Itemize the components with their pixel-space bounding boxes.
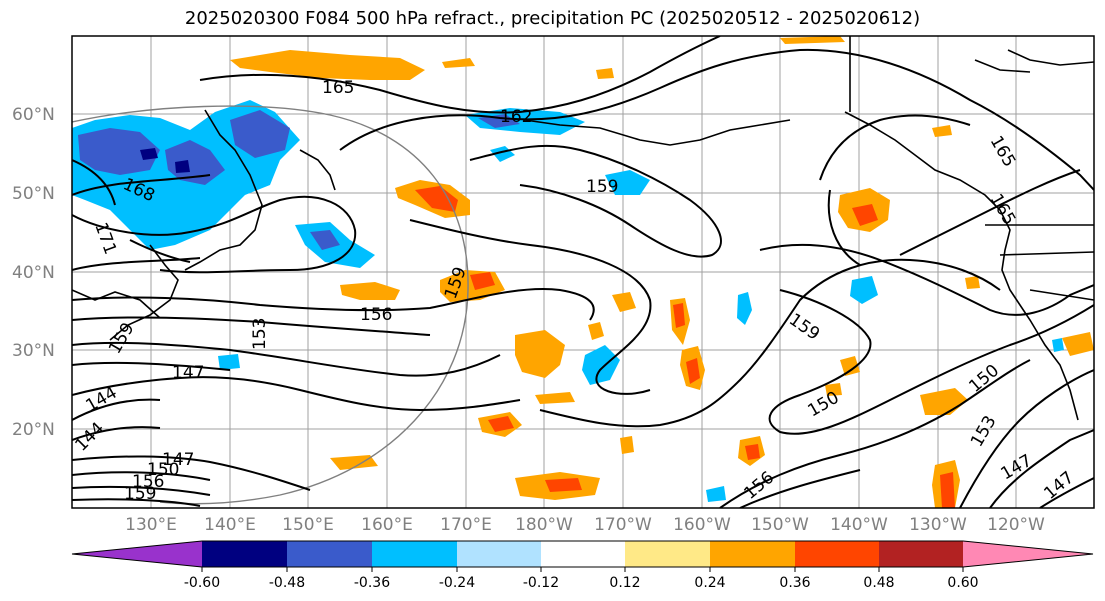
colorbar-segment bbox=[72, 541, 202, 567]
positive-precip-areas bbox=[230, 36, 1094, 508]
map-title: 2025020300 F084 500 hPa refract., precip… bbox=[184, 8, 921, 29]
coastlines bbox=[72, 36, 1094, 421]
lon-label: 160°E bbox=[361, 515, 413, 535]
contour-label: 159 bbox=[124, 484, 156, 504]
contour-label: 147 bbox=[172, 363, 204, 383]
contour-label: 162 bbox=[500, 107, 532, 127]
colorbar-segment bbox=[710, 541, 795, 567]
lon-label: 140°W bbox=[830, 515, 888, 535]
lon-label: 180°W bbox=[515, 515, 573, 535]
contour-label: 150 bbox=[147, 460, 179, 480]
lon-label: 170°W bbox=[594, 515, 652, 535]
colorbar-segment bbox=[963, 541, 1093, 567]
lat-label: 20°N bbox=[12, 420, 55, 440]
colorbar-segment bbox=[625, 541, 710, 567]
negative-precip-areas bbox=[72, 100, 1064, 502]
colorbar-tick-label: -0.48 bbox=[269, 575, 305, 591]
longitude-axis: 130°E 140°E 150°E 160°E 170°E 180°W 170°… bbox=[125, 515, 1045, 535]
lon-label: 150°W bbox=[751, 515, 809, 535]
colorbar-tick-label: 0.48 bbox=[863, 575, 894, 591]
contour-label: 147 bbox=[162, 450, 194, 470]
colorbar-segment bbox=[879, 541, 963, 567]
colorbar-tick-label: -0.60 bbox=[184, 575, 220, 591]
latitude-axis: 60°N 50°N 40°N 30°N 20°N bbox=[12, 105, 55, 440]
lon-label: 170°E bbox=[440, 515, 492, 535]
colorbar-tick-label: 0.60 bbox=[947, 575, 978, 591]
lat-label: 30°N bbox=[12, 341, 55, 361]
colorbar-segment bbox=[541, 541, 625, 567]
range-circle bbox=[72, 105, 469, 505]
colorbar-tick-label: 0.36 bbox=[779, 575, 810, 591]
colorbar-tick-label: -0.12 bbox=[523, 575, 559, 591]
contour-label: 165 bbox=[322, 78, 354, 98]
lon-label: 120°W bbox=[987, 515, 1045, 535]
lat-label: 60°N bbox=[12, 105, 55, 125]
colorbar-segment bbox=[457, 541, 541, 567]
lon-label: 160°W bbox=[673, 515, 731, 535]
contour-label: 159 bbox=[586, 177, 618, 197]
colorbar-tick-label: -0.36 bbox=[354, 575, 390, 591]
colorbar: -0.60 -0.48 -0.36 -0.24 -0.12 0.12 0.24 … bbox=[71, 540, 1094, 591]
contour-lines bbox=[72, 36, 1094, 508]
lat-label: 40°N bbox=[12, 263, 55, 283]
colorbar-segment bbox=[202, 541, 287, 567]
lat-label: 50°N bbox=[12, 184, 55, 204]
map-border bbox=[71, 35, 1095, 509]
colorbar-segment bbox=[372, 541, 457, 567]
lon-label: 140°E bbox=[204, 515, 256, 535]
colorbar-segment bbox=[287, 541, 372, 567]
lon-label: 130°E bbox=[125, 515, 177, 535]
colorbar-tick-label: 0.24 bbox=[694, 575, 725, 591]
lon-label: 130°W bbox=[909, 515, 967, 535]
colorbar-tick-label: 0.12 bbox=[609, 575, 640, 591]
contour-label: 156 bbox=[132, 472, 164, 492]
contour-label: 156 bbox=[360, 305, 392, 325]
lon-label: 150°E bbox=[282, 515, 334, 535]
contour-label: 153 bbox=[250, 318, 270, 350]
colorbar-segment bbox=[795, 541, 879, 567]
colorbar-tick-label: -0.24 bbox=[439, 575, 475, 591]
